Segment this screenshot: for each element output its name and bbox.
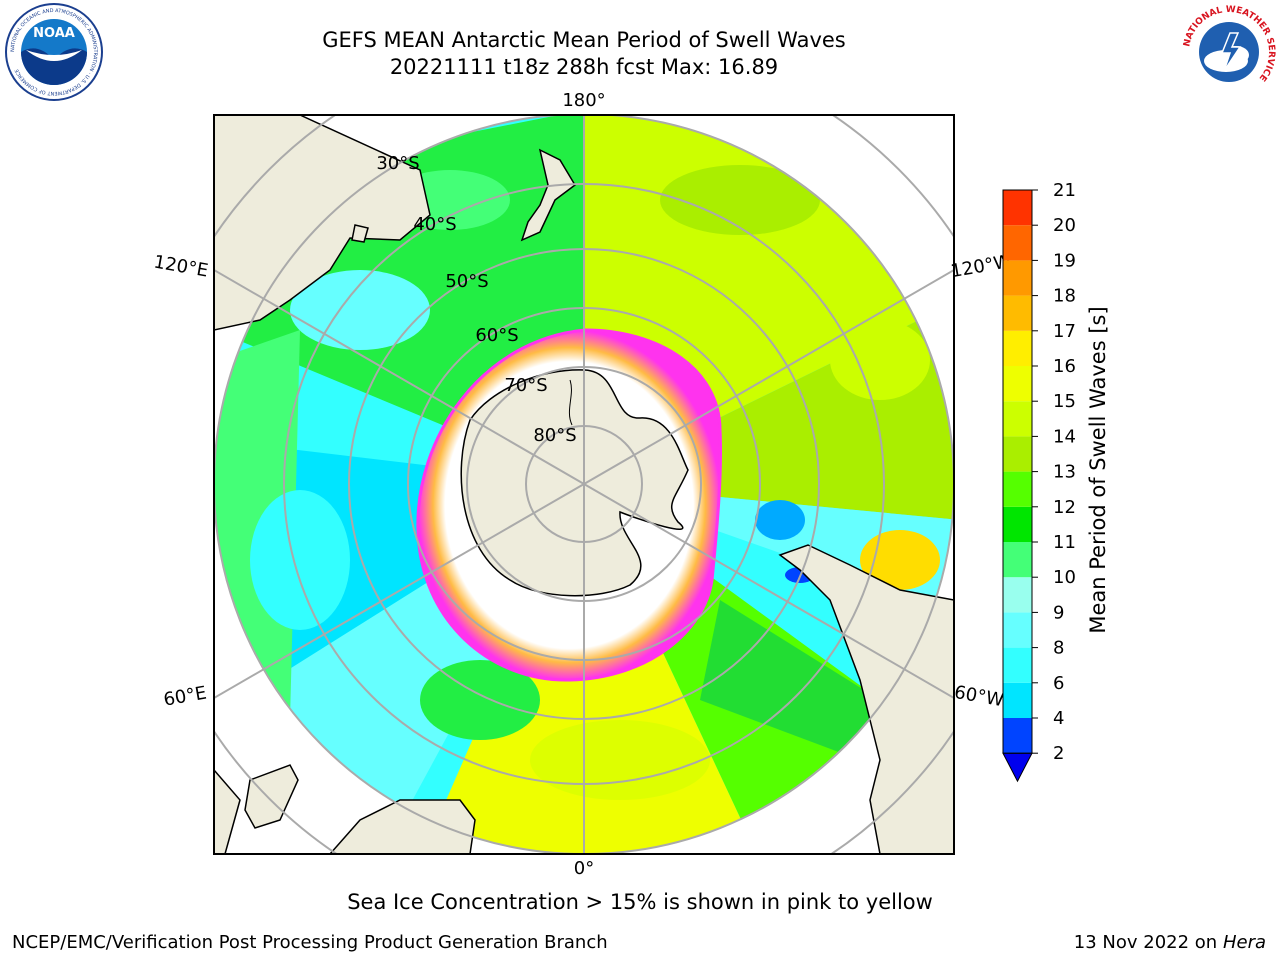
colorbar-segment — [1003, 506, 1032, 542]
madagascar-land — [244, 764, 299, 829]
colorbar-segment — [1003, 260, 1032, 296]
colorbar-tick-label: 12 — [1053, 497, 1076, 518]
colorbar-tick-label: 16 — [1053, 356, 1076, 377]
colorbar-tick-label: 6 — [1053, 673, 1064, 694]
colorbar-tick-label: 19 — [1053, 250, 1076, 271]
colorbar-tick-label: 13 — [1053, 462, 1076, 483]
colorbar-segment — [1003, 577, 1032, 613]
colorbar-tick-label: 11 — [1053, 532, 1076, 553]
colorbar-tick-label: 9 — [1053, 602, 1064, 623]
noaa-logo: NATIONAL OCEANIC AND ATMOSPHERIC ADMINIS… — [5, 3, 103, 101]
chart-subtitle: 20221111 t18z 288h fcst Max: 16.89 — [389, 55, 779, 79]
africa-land — [328, 799, 476, 854]
map-frame — [213, 114, 955, 855]
colorbar-segment — [1003, 718, 1032, 754]
graticule — [214, 115, 954, 854]
machine-name: Hera — [1222, 932, 1266, 953]
colorbar-tick-label: 14 — [1053, 426, 1076, 447]
colorbar-segment — [1003, 647, 1032, 683]
colorbar-label: Mean Period of Swell Waves [s] — [1086, 306, 1110, 634]
colorbar-segment — [1003, 542, 1032, 578]
colorbar-tick-label: 8 — [1053, 638, 1064, 659]
colorbar-segment — [1003, 401, 1032, 437]
colorbar-segment — [1003, 330, 1032, 366]
colorbar-segment — [1003, 682, 1032, 718]
lon-label-120e: 120°E — [152, 251, 210, 281]
colorbar-segment — [1003, 366, 1032, 402]
colorbar-segment — [1003, 471, 1032, 507]
colorbar-under-triangle — [1002, 752, 1033, 783]
colorbar-segment — [1003, 190, 1032, 226]
noaa-logo-text: NOAA — [33, 26, 75, 41]
colorbar-segment — [1003, 612, 1032, 648]
lon-label-60w: 60°W — [953, 682, 1006, 711]
chart-title: GEFS MEAN Antarctic Mean Period of Swell… — [322, 28, 846, 52]
colorbar-tick-label: 15 — [1053, 391, 1076, 412]
credit-text: NCEP/EMC/Verification Post Processing Pr… — [12, 932, 608, 953]
colorbar-segment — [1003, 295, 1032, 331]
antarctica-land — [460, 369, 689, 597]
colorbar-tick-label: 2 — [1053, 743, 1064, 764]
new-zealand-land — [520, 148, 576, 242]
nws-logo: NATIONAL WEATHER SERVICE — [1182, 5, 1276, 99]
lon-label-0: 0° — [574, 858, 594, 879]
lat-label-30s: 30°S — [376, 153, 419, 174]
lat-label-80s: 80°S — [533, 425, 576, 446]
colorbar-segment — [1003, 436, 1032, 472]
colorbar-tick-label: 10 — [1053, 567, 1076, 588]
colorbar-tick-label: 18 — [1053, 286, 1076, 307]
lon-label-60e: 60°E — [162, 682, 208, 710]
colorbar: 2 4 6 8 9 10 11 12 13 14 15 16 17 18 19 20 21 — [1002, 180, 1076, 783]
lat-label-60s: 60°S — [475, 325, 518, 346]
lat-label-70s: 70°S — [504, 375, 547, 396]
lat-label-50s: 50°S — [445, 271, 488, 292]
sea-ice-note: Sea Ice Concentration > 15% is shown in … — [347, 890, 933, 914]
colorbar-segment — [1003, 225, 1032, 261]
south-america-land — [778, 544, 954, 854]
colorbar-tick-label: 20 — [1053, 215, 1076, 236]
colorbar-tick-label: 21 — [1053, 180, 1076, 201]
date-stamp: 13 Nov 2022 on Hera — [1074, 932, 1266, 953]
colorbar-tick-label: 17 — [1053, 321, 1076, 342]
lat-label-40s: 40°S — [413, 214, 456, 235]
date-text: 13 Nov 2022 on — [1073, 932, 1218, 953]
lon-label-180: 180° — [562, 90, 605, 111]
colorbar-tick-label: 4 — [1053, 708, 1064, 729]
